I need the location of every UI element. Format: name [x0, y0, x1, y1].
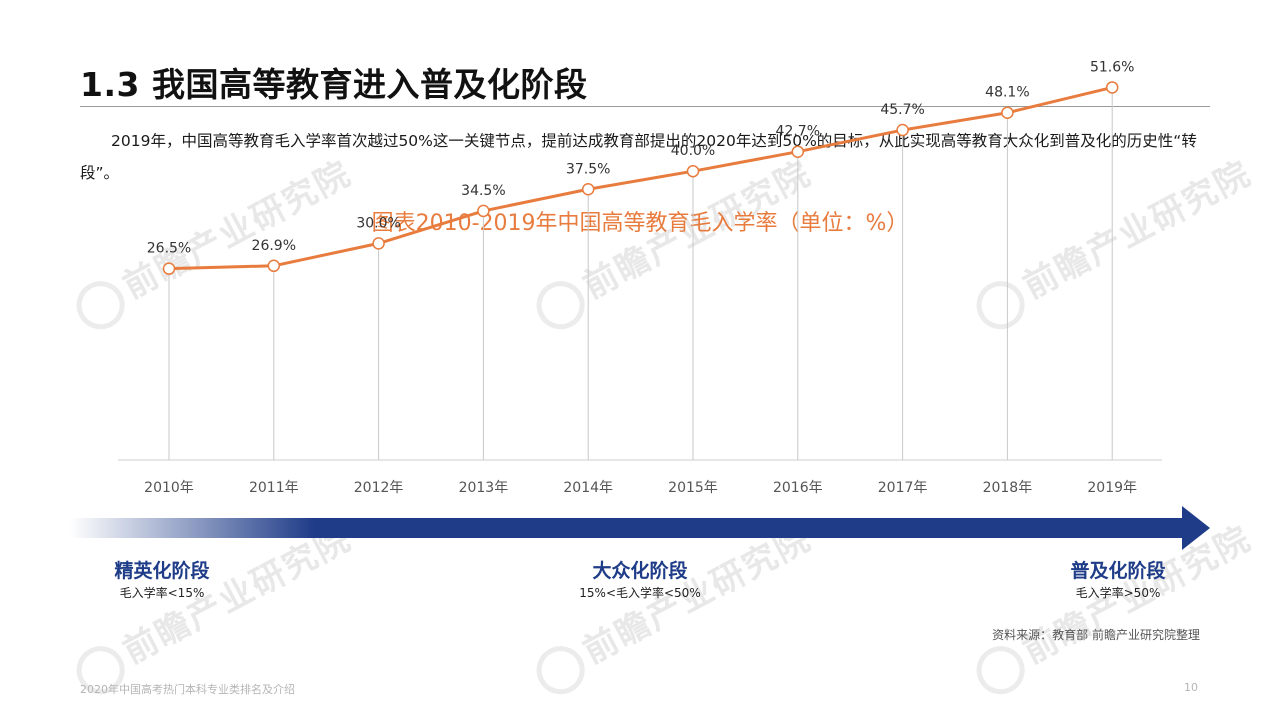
data-label: 42.7% [776, 124, 820, 140]
x-tick-label: 2014年 [563, 480, 613, 496]
data-label: 26.9% [252, 238, 296, 254]
stage-mass: 大众化阶段 15%<毛入学率<50% [560, 556, 720, 601]
page-title: 1.3 我国高等教育进入普及化阶段 [80, 65, 588, 104]
data-point [1001, 106, 1014, 119]
footer-text: 2020年中国高考热门本科专业类排名及介绍 [80, 683, 295, 696]
chart-title: 图表2010-2019年中国高等教育毛入学率（单位：%） [371, 211, 909, 236]
data-point [896, 123, 909, 137]
stage-mass-desc: 15%<毛入学率<50% [579, 586, 701, 600]
data-point [267, 259, 281, 273]
x-tick-label: 2010年 [144, 480, 194, 496]
title-divider [80, 106, 1210, 107]
stage-mass-name: 大众化阶段 [592, 560, 688, 582]
source-note: 资料来源：教育部 前瞻产业研究院整理 [992, 628, 1200, 642]
data-label: 51.6% [1090, 59, 1134, 75]
watermark-logo-icon [527, 637, 593, 703]
data-label: 48.1% [985, 85, 1029, 101]
data-point [372, 237, 385, 250]
data-point [1105, 81, 1119, 94]
x-tick-label: 2016年 [773, 480, 823, 496]
line-chart: 26.5% 2010年 26.9% 2011年 30.0% 2012年 34.5% 2013年… [118, 59, 1162, 496]
x-tick-label: 2017年 [878, 480, 928, 496]
series-line [168, 85, 1113, 271]
x-tick-label: 2013年 [459, 480, 509, 496]
data-label: 40.0% [671, 143, 715, 159]
data-label: 26.5% [147, 241, 191, 257]
data-point [791, 145, 805, 158]
stage-elite-name: 精英化阶段 [114, 560, 210, 582]
data-point [686, 164, 700, 178]
stage-universal-name: 普及化阶段 [1070, 560, 1166, 582]
watermark-logo-icon [967, 637, 1033, 703]
x-tick-label: 2015年 [668, 480, 718, 496]
x-tick-label: 2018年 [983, 480, 1033, 496]
page-number: 10 [1184, 681, 1198, 694]
data-label: 45.7% [880, 102, 924, 118]
arrow-head [1182, 506, 1210, 550]
stage-elite: 精英化阶段 毛入学率<15% [92, 556, 232, 601]
x-tick-label: 2012年 [354, 480, 404, 496]
data-point [477, 204, 490, 218]
x-tick-label: 2019年 [1087, 480, 1137, 496]
data-label: 37.5% [566, 161, 610, 177]
stage-elite-desc: 毛入学率<15% [119, 586, 205, 600]
data-label: 34.5% [461, 183, 505, 199]
data-point [581, 183, 595, 196]
stage-universal-desc: 毛入学率>50% [1075, 586, 1161, 600]
data-point [162, 262, 176, 275]
stage-universal: 普及化阶段 毛入学率>50% [1048, 556, 1188, 601]
data-label: 30.0% [356, 215, 400, 231]
x-tick-label: 2011年 [249, 480, 299, 496]
intro-paragraph: 2019年，中国高等教育毛入学率首次越过50%这一关键节点，提前达成教育部提出的… [80, 132, 1197, 182]
stage-progress-arrow [70, 506, 1210, 550]
arrow-shaft [70, 518, 1182, 538]
